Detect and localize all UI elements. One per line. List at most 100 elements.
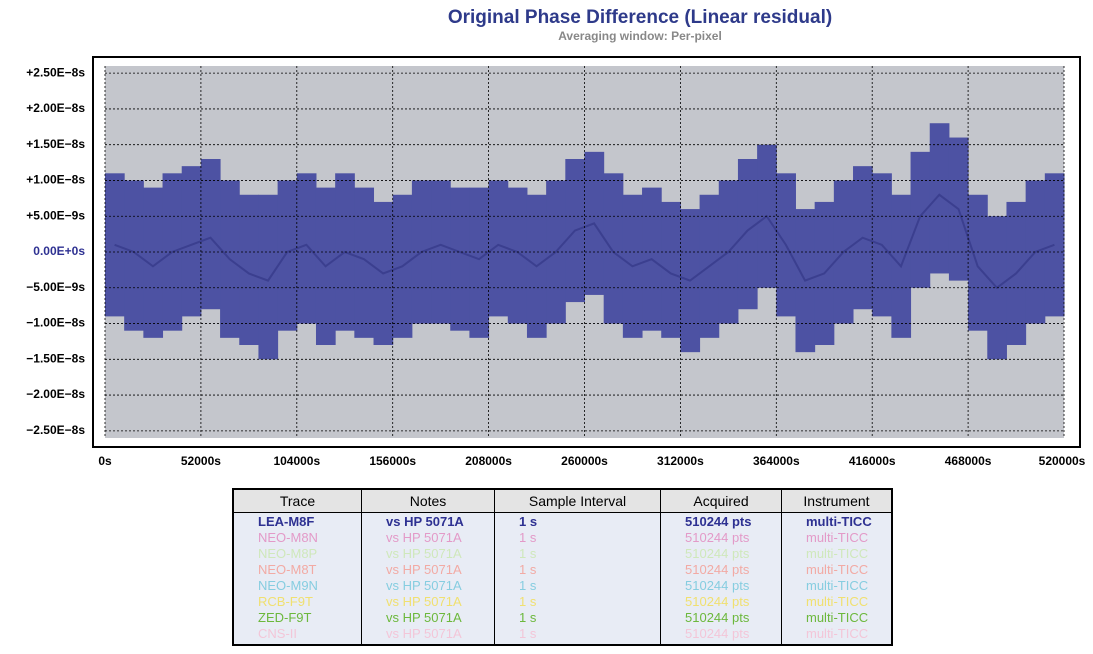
- y-tick-label: +2.00E−8s: [26, 101, 85, 115]
- legend-table: Trace Notes Sample Interval Acquired Instrum…: [232, 488, 893, 646]
- table-cell: 510244 pts: [660, 609, 782, 625]
- table-cell: 1 s: [494, 593, 661, 609]
- table-cell: 1 s: [494, 512, 661, 529]
- table-cell: multi-TICC: [781, 512, 893, 529]
- table-cell: 510244 pts: [660, 561, 782, 577]
- x-tick-label: 520000s: [1039, 454, 1086, 468]
- table-row: NEO-M8P vs HP 5071A 1 s 510244 pts multi-TIC…: [232, 545, 893, 561]
- y-tick-label: −1.50E−8s: [26, 351, 85, 365]
- table-row: CNS-II vs HP 5071A 1 s 510244 pts multi-TICC: [232, 625, 893, 645]
- noise-band: [354, 187, 375, 338]
- table-row: NEO-M8T vs HP 5071A 1 s 510244 pts multi-TIC…: [232, 561, 893, 577]
- table-row: RCB-F9T vs HP 5071A 1 s 510244 pts multi-TIC…: [232, 593, 893, 609]
- x-tick-label: 468000s: [945, 454, 992, 468]
- table-cell: vs HP 5071A: [361, 545, 495, 561]
- x-tick-label: 104000s: [273, 454, 320, 468]
- noise-band: [277, 180, 298, 331]
- table-cell: 1 s: [494, 529, 661, 545]
- y-tick-label: −2.50E−8s: [26, 423, 85, 437]
- table-cell: multi-TICC: [781, 561, 893, 577]
- table-cell: 1 s: [494, 545, 661, 561]
- noise-band: [910, 151, 931, 288]
- table-cell: multi-TICC: [781, 545, 893, 561]
- noise-band: [124, 180, 144, 331]
- table-cell: 1 s: [494, 609, 661, 625]
- table-cell: vs HP 5071A: [361, 577, 495, 593]
- y-tick-label: +1.00E−8s: [26, 173, 85, 187]
- table-cell: multi-TICC: [781, 593, 893, 609]
- table-header: Trace Notes Sample Interval Acquired Instrum…: [232, 488, 893, 513]
- noise-band: [181, 166, 202, 317]
- table-cell: 510244 pts: [660, 593, 782, 609]
- table-cell: 510244 pts: [660, 512, 782, 529]
- table-cell: vs HP 5071A: [361, 561, 495, 577]
- y-tick-label: +2.50E−8s: [26, 65, 85, 79]
- table-cell: vs HP 5071A: [361, 609, 495, 625]
- noise-band: [469, 187, 490, 338]
- noise-band: [603, 173, 624, 324]
- y-tick-label: −1.00E−8s: [26, 316, 85, 330]
- column-header: Notes: [361, 488, 495, 513]
- chart-title: Original Phase Difference (Linear residu…: [448, 7, 832, 28]
- column-header: Trace: [232, 488, 362, 513]
- table-cell: NEO-M8N: [232, 529, 362, 545]
- table-row: NEO-M8N vs HP 5071A 1 s 510244 pts multi-TIC…: [232, 529, 893, 545]
- noise-band: [143, 187, 164, 338]
- x-tick-label: 208000s: [465, 454, 512, 468]
- y-tick-label: +1.50E−8s: [26, 137, 85, 151]
- y-tick-label: +5.00E−9s: [26, 208, 85, 222]
- column-header: Instrument: [781, 488, 893, 513]
- table-cell: NEO-M8P: [232, 545, 362, 561]
- table-cell: NEO-M8T: [232, 561, 362, 577]
- y-tick-label: 0.00E+0s: [33, 244, 85, 258]
- x-tick-label: 0s: [98, 454, 112, 468]
- noise-band: [200, 159, 221, 310]
- noise-band: [1044, 173, 1065, 317]
- x-tick-label: 156000s: [369, 454, 416, 468]
- table-cell: 1 s: [494, 577, 661, 593]
- table-cell: multi-TICC: [781, 625, 893, 645]
- x-tick-label: 416000s: [849, 454, 896, 468]
- x-tick-label: 260000s: [561, 454, 608, 468]
- table-row: ZED-F9T vs HP 5071A 1 s 510244 pts multi-TIC…: [232, 609, 893, 625]
- table-cell: ZED-F9T: [232, 609, 362, 625]
- y-tick-label: −5.00E−9s: [26, 280, 85, 294]
- table-cell: CNS-II: [232, 625, 362, 645]
- x-tick-label: 312000s: [657, 454, 704, 468]
- noise-band: [258, 194, 279, 360]
- table-cell: 510244 pts: [660, 577, 782, 593]
- table-cell: 1 s: [494, 625, 661, 645]
- noise-band: [929, 123, 950, 274]
- table-row: NEO-M9N vs HP 5071A 1 s 510244 pts multi-TIC…: [232, 577, 893, 593]
- column-header: Acquired: [660, 488, 782, 513]
- table-cell: NEO-M9N: [232, 577, 362, 593]
- table-cell: 510244 pts: [660, 545, 782, 561]
- table-cell: multi-TICC: [781, 577, 893, 593]
- table-cell: LEA-M8F: [232, 512, 362, 529]
- noise-band: [296, 173, 317, 324]
- chart: Original Phase Difference (Linear residu…: [26, 7, 1086, 468]
- table-cell: multi-TICC: [781, 609, 893, 625]
- noise-band: [507, 187, 528, 324]
- x-tick-label: 364000s: [753, 454, 800, 468]
- table-cell: 1 s: [494, 561, 661, 577]
- table-cell: RCB-F9T: [232, 593, 362, 609]
- x-tick-label: 52000s: [181, 454, 221, 468]
- noise-band: [239, 194, 259, 345]
- noise-band: [450, 187, 470, 331]
- table-cell: multi-TICC: [781, 529, 893, 545]
- chart-subtitle: Averaging window: Per-pixel: [558, 29, 722, 43]
- table-cell: vs HP 5071A: [361, 512, 495, 529]
- table-cell: vs HP 5071A: [361, 529, 495, 545]
- noise-band: [661, 201, 681, 338]
- column-header: Sample Interval: [494, 488, 661, 513]
- table-cell: 510244 pts: [660, 625, 782, 645]
- noise-band: [968, 194, 988, 331]
- table-cell: vs HP 5071A: [361, 593, 495, 609]
- table-cell: vs HP 5071A: [361, 625, 495, 645]
- noise-band: [488, 180, 509, 317]
- table-cell: 510244 pts: [660, 529, 782, 545]
- table-row: LEA-M8F vs HP 5071A 1 s 510244 pts multi-TIC…: [232, 512, 893, 529]
- y-tick-label: −2.00E−8s: [26, 387, 85, 401]
